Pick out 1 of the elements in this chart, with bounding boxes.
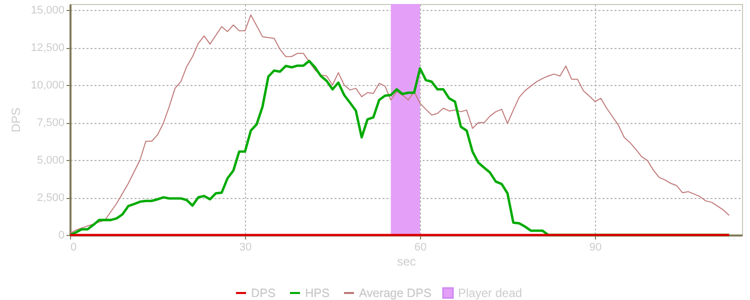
line-series: [70, 14, 730, 234]
